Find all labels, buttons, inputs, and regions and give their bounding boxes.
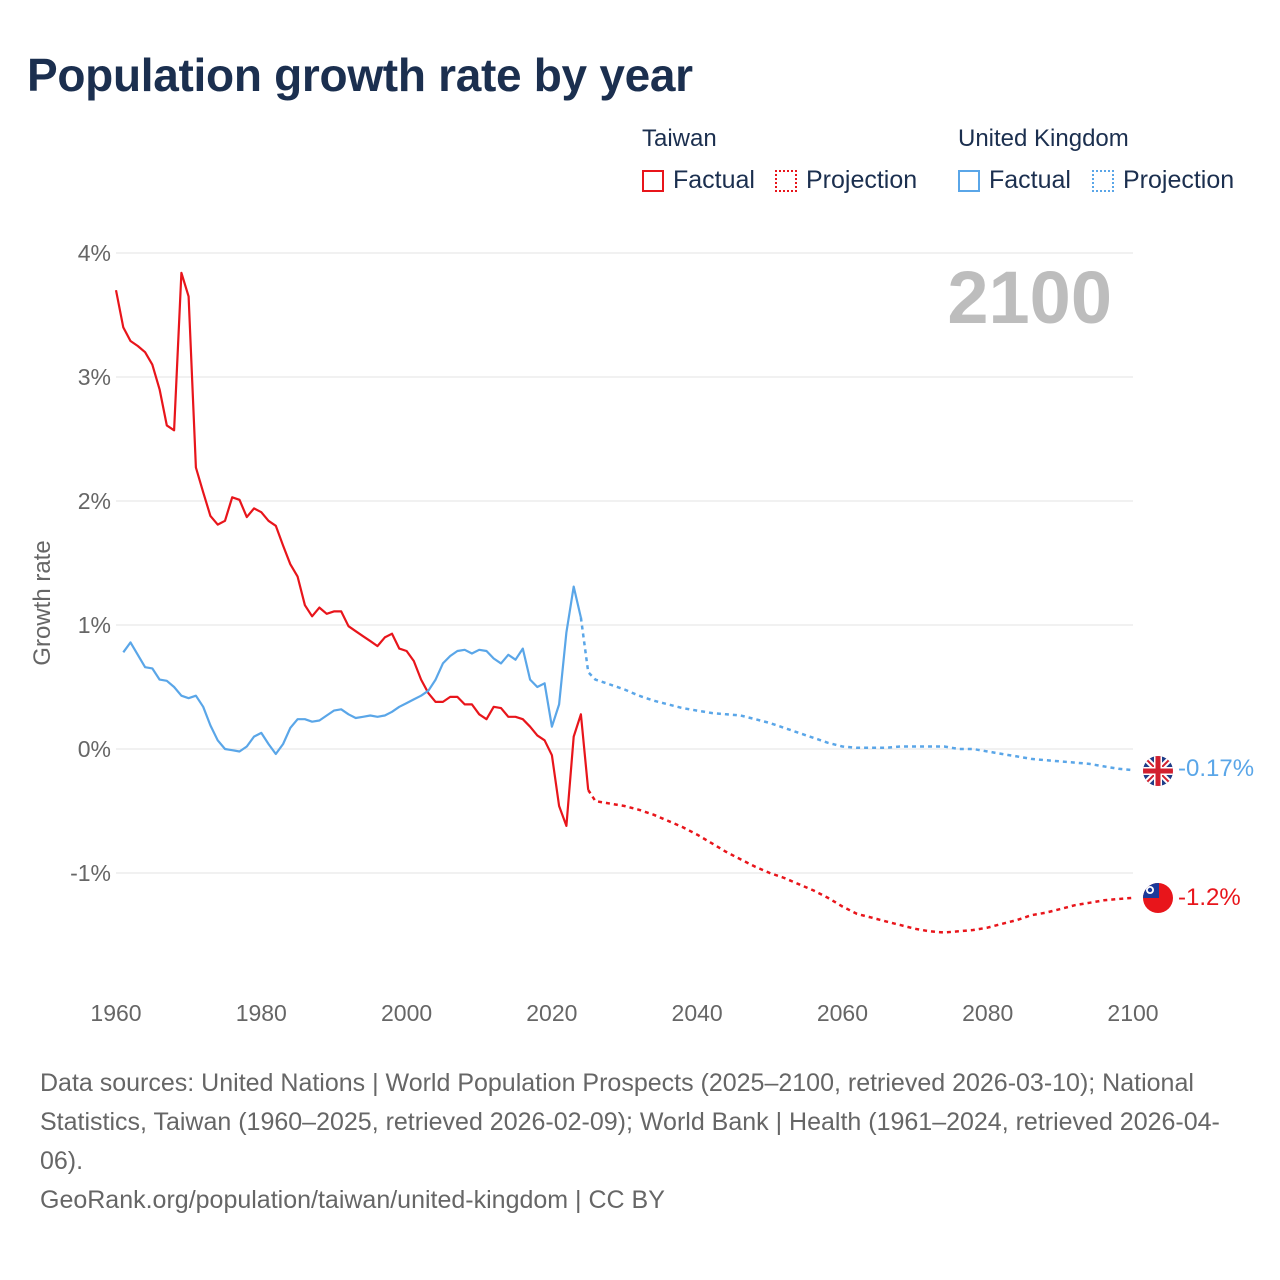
legend-label: Factual — [989, 166, 1071, 194]
legend-group-uk: United Kingdom — [958, 125, 1129, 152]
data-sources: Data sources: United Nations | World Pop… — [40, 1069, 1220, 1175]
uk-flag-icon — [1143, 756, 1173, 786]
y-tick-label: 0% — [78, 736, 111, 762]
x-tick-label: 2100 — [1107, 1000, 1158, 1026]
legend-uk-factual[interactable]: Factual — [958, 166, 1071, 195]
footer: Data sources: United Nations | World Pop… — [40, 1064, 1250, 1220]
taiwan-flag-icon — [1143, 883, 1173, 913]
legend-swatch-solid — [642, 169, 664, 192]
legend-label: Projection — [1123, 166, 1235, 194]
y-axis-title: Growth rate — [29, 540, 56, 665]
taiwan-factual-line[interactable] — [114, 271, 590, 828]
y-tick-label: 2% — [78, 488, 111, 514]
year-watermark: 2100 — [947, 256, 1112, 339]
legend-swatch-dotted — [1092, 169, 1114, 192]
legend-label: Factual — [673, 166, 755, 194]
legend-taiwan-projection[interactable]: Projection — [775, 166, 917, 195]
y-tick-label: 3% — [78, 364, 111, 390]
united-kingdom-projection-line[interactable] — [579, 617, 1134, 772]
united-kingdom-factual-line[interactable] — [122, 585, 582, 756]
y-tick-label: -1% — [70, 860, 111, 886]
x-tick-label: 1980 — [236, 1000, 287, 1026]
x-tick-label: 2080 — [962, 1000, 1013, 1026]
attribution-link[interactable]: GeoRank.org/population/taiwan/united-kin… — [40, 1186, 665, 1214]
taiwan-projection-line[interactable] — [587, 789, 1134, 934]
legend-label: Projection — [806, 166, 918, 194]
legend-swatch-solid — [958, 169, 980, 192]
line-chart: 4% 3% 2% 1% 0% -1% 1960 1980 2000 2020 2040 2060 208… — [29, 240, 1254, 1026]
y-tick-label: 4% — [78, 240, 111, 266]
chart-title: Population growth rate by year — [27, 49, 693, 101]
y-tick-label: 1% — [78, 612, 111, 638]
taiwan-end-label: -1.2% — [1178, 884, 1241, 911]
uk-end-label: -0.17% — [1178, 755, 1254, 782]
legend-uk-projection[interactable]: Projection — [1092, 166, 1234, 195]
x-tick-label: 2000 — [381, 1000, 432, 1026]
x-tick-label: 2040 — [672, 1000, 723, 1026]
legend-swatch-dotted — [775, 169, 797, 192]
x-tick-label: 2020 — [526, 1000, 577, 1026]
legend-group-taiwan: Taiwan — [642, 125, 717, 152]
x-tick-label: 2060 — [817, 1000, 868, 1026]
x-tick-label: 1960 — [90, 1000, 141, 1026]
legend-taiwan-factual[interactable]: Factual — [642, 166, 755, 195]
